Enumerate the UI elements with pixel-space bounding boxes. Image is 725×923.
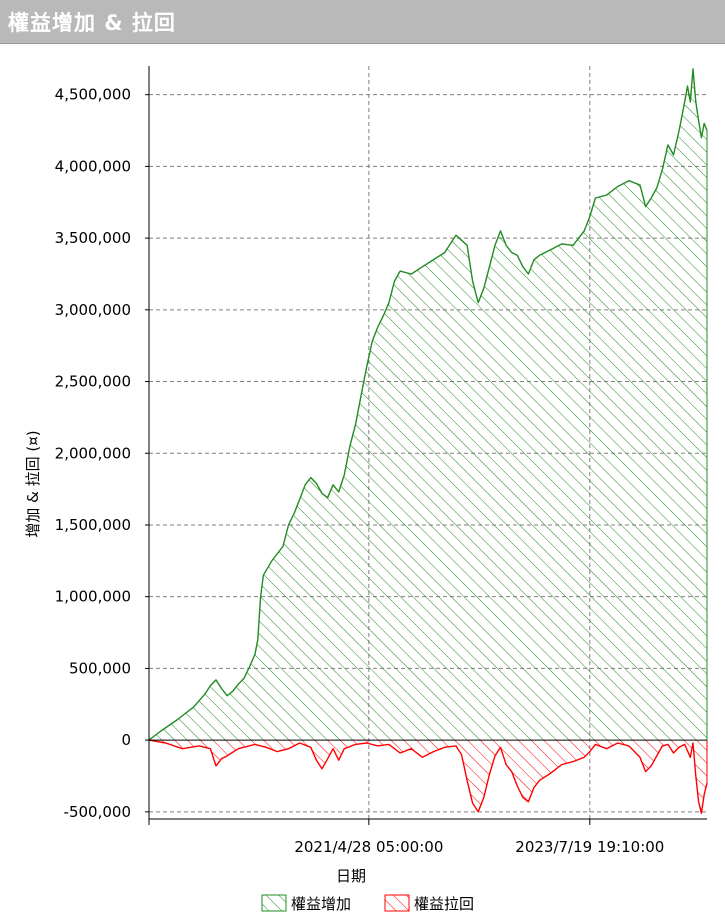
series-layer [148,68,708,814]
x-tick-label: 2023/7/19 19:10:00 [515,838,664,856]
series-area-0 [149,68,707,741]
y-tick-label: 0 [121,731,131,749]
chart-container: -500,000 0 500,000 1,000,000 1,500,000 2,000,… [0,44,725,919]
y-tick-label: -500,000 [64,803,131,821]
axes: -500,000 0 500,000 1,000,000 1,500,000 2,000,… [55,66,707,856]
x-tick-label: 2021/4/28 05:00:00 [294,838,443,856]
title-bar: 權益增加 & 拉回 [0,0,725,44]
y-tick-label: 4,000,000 [55,157,131,175]
legend-swatch-1 [384,894,410,912]
series-line-1 [148,739,708,814]
y-tick-label: 500,000 [69,659,131,677]
y-axis-label: 增加 & 拉回 (¤) [24,430,42,537]
y-tick-label: 1,500,000 [55,516,131,534]
series-area-1 [149,740,707,814]
x-axis-label: 日期 [336,867,366,885]
equity-chart: -500,000 0 500,000 1,000,000 1,500,000 2,000,… [24,66,708,913]
series-line-0 [148,68,708,741]
y-tick-label: 4,500,000 [55,86,131,104]
window-title: 權益增加 & 拉回 [8,11,176,35]
legend-label-1: 權益拉回 [414,895,474,913]
legend: 權益增加 權益拉回 [261,894,474,913]
y-tick-label: 3,500,000 [55,229,131,247]
y-tick-label: 3,000,000 [55,301,131,319]
legend-swatch-0 [261,894,287,912]
y-tick-label: 2,000,000 [55,444,131,462]
y-tick-label: 2,500,000 [55,373,131,391]
y-tick-label: 1,000,000 [55,588,131,606]
legend-label-0: 權益增加 [291,895,351,913]
